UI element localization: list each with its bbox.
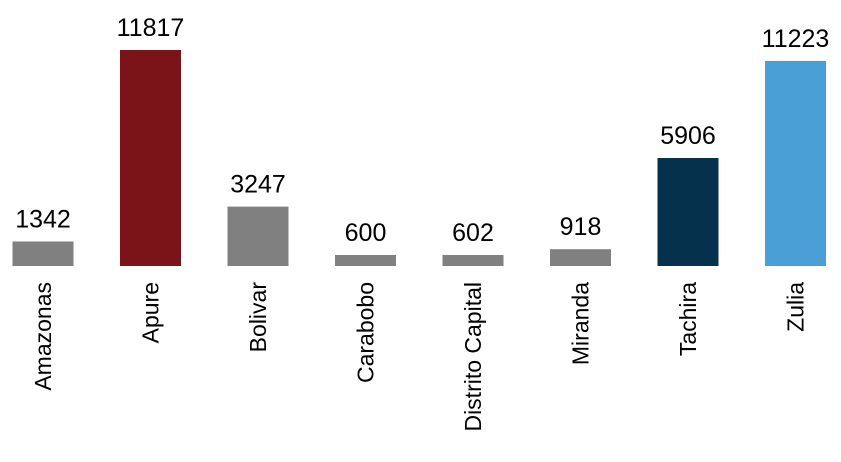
value-label-carabobo: 600 bbox=[345, 219, 387, 247]
bar-zulia bbox=[765, 60, 826, 267]
value-label-miranda: 918 bbox=[560, 213, 602, 241]
bar-apure bbox=[120, 50, 181, 266]
value-label-amazonas: 1342 bbox=[15, 206, 71, 234]
value-label-apure: 11817 bbox=[117, 14, 185, 42]
category-label-miranda: Miranda bbox=[568, 282, 594, 365]
category-labels-group: Amazonas Apure Bolivar Carabobo Distrito Cap… bbox=[30, 282, 809, 432]
category-label-carabobo: Carabobo bbox=[353, 282, 379, 383]
bar-carabobo bbox=[335, 255, 396, 266]
bar-tachira bbox=[657, 158, 719, 266]
bar-miranda bbox=[550, 249, 611, 266]
value-label-zulia: 11223 bbox=[762, 25, 830, 53]
bar-distrito-capital bbox=[442, 255, 504, 266]
value-labels-group: 1342 11817 3247 600 602 918 5906 11223 bbox=[15, 14, 829, 247]
bar-amazonas bbox=[12, 241, 74, 266]
category-label-amazonas: Amazonas bbox=[30, 282, 56, 391]
category-label-distrito-capital: Distrito Capital bbox=[460, 282, 486, 432]
category-label-bolivar: Bolivar bbox=[245, 282, 271, 353]
bars-group bbox=[12, 50, 826, 267]
value-label-distrito-capital: 602 bbox=[452, 219, 494, 247]
category-label-apure: Apure bbox=[138, 282, 164, 343]
value-label-bolivar: 3247 bbox=[230, 171, 286, 199]
value-label-tachira: 5906 bbox=[660, 122, 716, 150]
bar-bolivar bbox=[227, 206, 289, 266]
category-label-tachira: Tachira bbox=[675, 282, 701, 356]
category-label-zulia: Zulia bbox=[783, 282, 809, 332]
